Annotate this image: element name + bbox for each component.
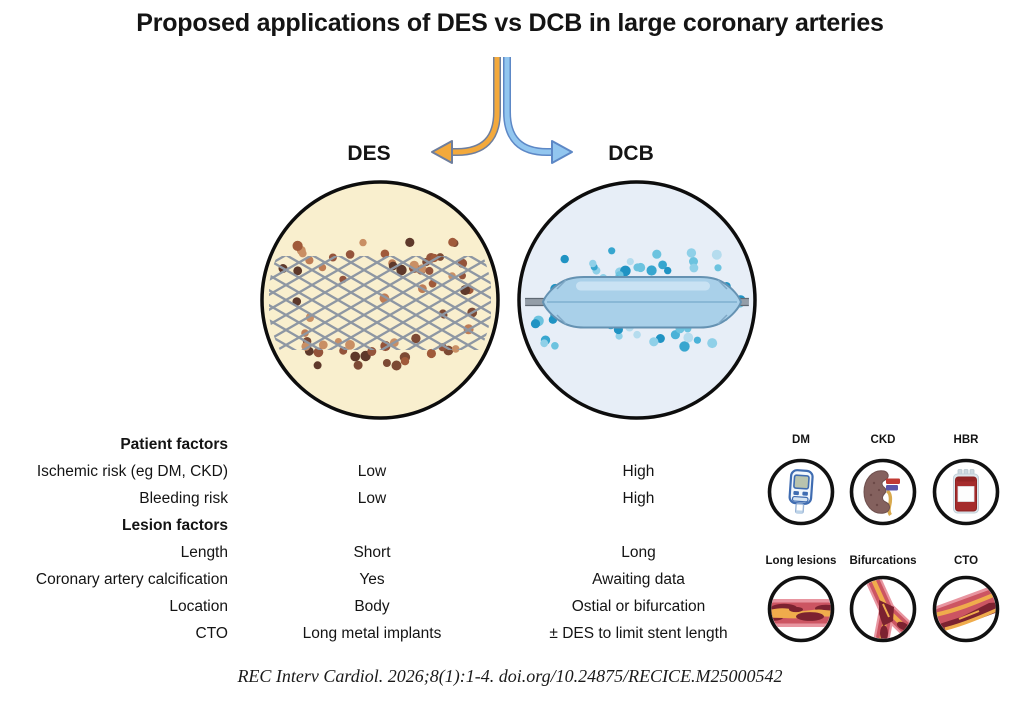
row-label: Ischemic risk (eg DM, CKD) [36, 462, 228, 480]
table-row: Coronary artery calcification Yes Awaiti… [0, 566, 780, 593]
figure-title: Proposed applications of DES vs DCB in l… [136, 9, 884, 37]
dcb-column-label: DCB [608, 142, 654, 165]
des-value: Low [357, 462, 387, 480]
row-label: Coronary artery calcification [35, 571, 228, 589]
des-value: Low [357, 489, 387, 507]
stent-mesh [269, 256, 491, 350]
dcb-balloon-illustration [517, 180, 757, 420]
table-row: Ischemic risk (eg DM, CKD) Low High [0, 458, 780, 485]
hbr-label: HBR [953, 434, 979, 446]
split-arrow [431, 57, 573, 164]
row-label: Patient factors [120, 435, 228, 453]
icon-block-cto: CTO [924, 554, 1008, 644]
long-lesions-label: Long lesions [765, 555, 837, 567]
cto-label: CTO [953, 555, 979, 567]
des-arrow-shaft [450, 57, 500, 155]
balloon-highlight [576, 281, 710, 291]
bifurcations-label: Bifurcations [849, 555, 917, 567]
dcb-value: High [622, 489, 655, 507]
dcb-arrow-shaft [504, 57, 554, 155]
des-value: Long metal implants [302, 625, 442, 643]
row-label: Bleeding risk [139, 489, 228, 507]
table-row: Length Short Long [0, 539, 780, 566]
table-row: Location Body Ostial or bifurcation [0, 594, 780, 621]
blood-bag-icon [932, 458, 1000, 526]
row-label: Length [180, 543, 228, 561]
kidney-icon [849, 458, 917, 526]
balloon-folds [556, 279, 728, 325]
dcb-value: Awaiting data [592, 571, 685, 589]
table-row: Patient factors [0, 431, 780, 458]
des-arrow-head [431, 140, 453, 164]
bifurcation-artery-icon [849, 575, 917, 643]
row-label: Lesion factors [122, 516, 228, 534]
dcb-arrow-head [551, 140, 573, 164]
icon-block-bifurcations: Bifurcations [841, 554, 925, 644]
dcb-value: Ostial or bifurcation [571, 598, 706, 616]
dcb-value: ± DES to limit stent length [549, 625, 728, 643]
table-row: Bleeding risk Low High [0, 485, 780, 512]
des-value: Short [353, 543, 391, 561]
cto-artery-icon [932, 575, 1000, 643]
table-row: Lesion factors [0, 512, 780, 539]
comparison-table: Patient factors Ischemic risk (eg DM, CK… [0, 431, 780, 648]
row-label: CTO [195, 625, 228, 643]
des-value: Body [354, 598, 390, 616]
ckd-label: CKD [870, 434, 896, 446]
balloon-catheter [525, 276, 749, 329]
citation: REC Interv Cardiol. 2026;8(1):1-4. doi.o… [237, 666, 783, 686]
glucose-meter-icon [767, 458, 835, 526]
des-stent-illustration [260, 180, 500, 420]
des-column-label: DES [347, 142, 391, 165]
dcb-value: High [622, 462, 655, 480]
table-row: CTO Long metal implants ± DES to limit s… [0, 621, 780, 648]
dcb-value: Long [621, 543, 656, 561]
icon-block-dm: DM [759, 433, 843, 527]
icon-block-ckd: CKD [841, 433, 925, 527]
icon-block-long-lesions: Long lesions [759, 554, 843, 644]
dm-label: DM [792, 434, 810, 446]
long-lesion-artery-icon [767, 575, 835, 643]
icon-block-hbr: HBR [924, 433, 1008, 527]
des-value: Yes [359, 571, 385, 589]
row-label: Location [169, 598, 228, 616]
